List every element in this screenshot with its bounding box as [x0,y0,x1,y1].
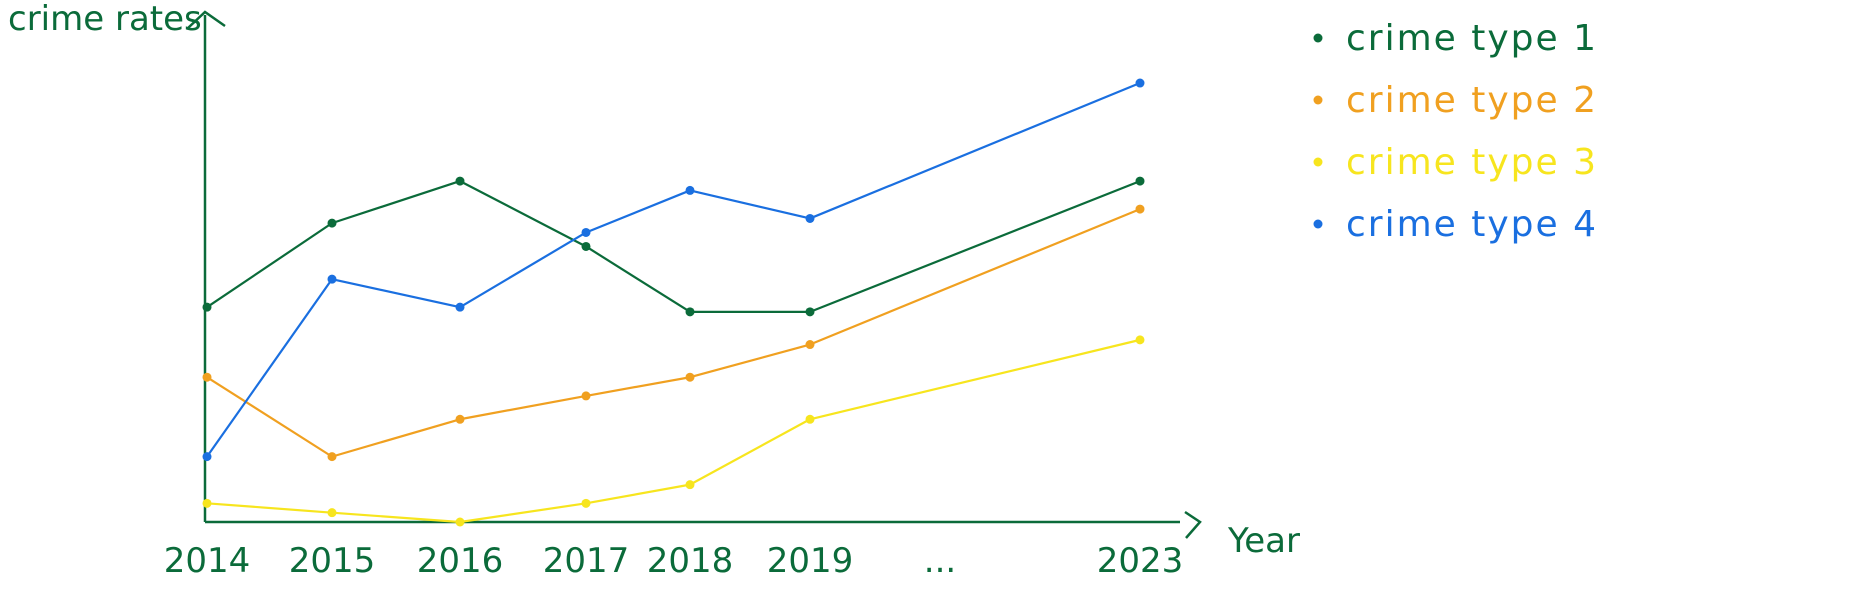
data-point-1-2 [327,218,337,228]
data-point-2-5 [685,372,695,382]
data-point-3-2 [327,508,337,518]
data-point-4-6 [805,213,815,223]
data-point-3-5 [685,480,695,490]
x-tick-label-2014: 2014 [164,541,251,581]
legend-label-3: crime type 3 [1346,142,1598,183]
series-4 [202,78,1145,462]
data-point-2-7 [1135,204,1145,214]
data-point-4-3 [455,302,465,312]
x-tick-labels: 2014 2015 2016 2017 2018 2019... 2023 [164,541,1184,581]
data-point-2-4 [581,391,591,401]
axes [187,10,1202,539]
data-point-3-6 [805,414,815,424]
data-point-4-7 [1135,78,1145,88]
data-point-1-6 [805,307,815,317]
data-point-2-1 [202,372,212,382]
data-point-1-4 [581,241,591,251]
data-point-1-3 [455,176,465,186]
y-axis-title: crime rates [8,0,202,39]
data-point-4-2 [327,274,337,284]
y-axis-arrow [187,10,226,29]
data-point-1-7 [1135,176,1145,186]
x-tick-label-2023: 2023 [1097,541,1184,581]
series-1 [202,176,1145,317]
data-point-4-5 [685,185,695,195]
data-point-1-1 [202,302,212,312]
legend-label-2: crime type 2 [1346,80,1598,121]
x-axis-title: Year [1227,521,1300,561]
x-tick-label-2016: 2016 [417,541,504,581]
data-point-3-7 [1135,335,1145,345]
x-tick-label-2019: 2019 [767,541,854,581]
data-point-3-1 [202,498,212,508]
data-point-4-4 [581,227,591,237]
legend-marker-1 [1313,33,1323,43]
x-tick-label-2015: 2015 [289,541,376,581]
legend-marker-4 [1313,219,1323,229]
series-layer [202,78,1145,527]
data-point-3-3 [455,517,465,527]
series-3 [202,335,1145,527]
series-line-3 [206,338,1141,524]
series-line-2 [206,208,1141,458]
x-axis-arrow [1184,510,1202,539]
data-point-4-1 [202,452,212,462]
x-tick-label-2017: 2017 [543,541,630,581]
data-point-2-6 [805,340,815,350]
legend-label-1: crime type 1 [1346,18,1598,59]
series-line-4 [206,82,1141,458]
legend-marker-3 [1313,157,1323,167]
x-tick-label-2018: 2018 [647,541,734,581]
data-point-1-5 [685,307,695,317]
legend-marker-2 [1313,95,1323,105]
legend: crime type 1 crime type 2 crime type 3 crim… [1313,18,1598,245]
data-point-2-3 [455,414,465,424]
data-point-3-4 [581,498,591,508]
series-2 [202,204,1145,462]
legend-label-4: crime type 4 [1346,204,1598,245]
data-point-2-2 [327,452,337,462]
x-tick-label-ellipsis: ... [924,541,956,581]
series-line-1 [206,179,1141,313]
